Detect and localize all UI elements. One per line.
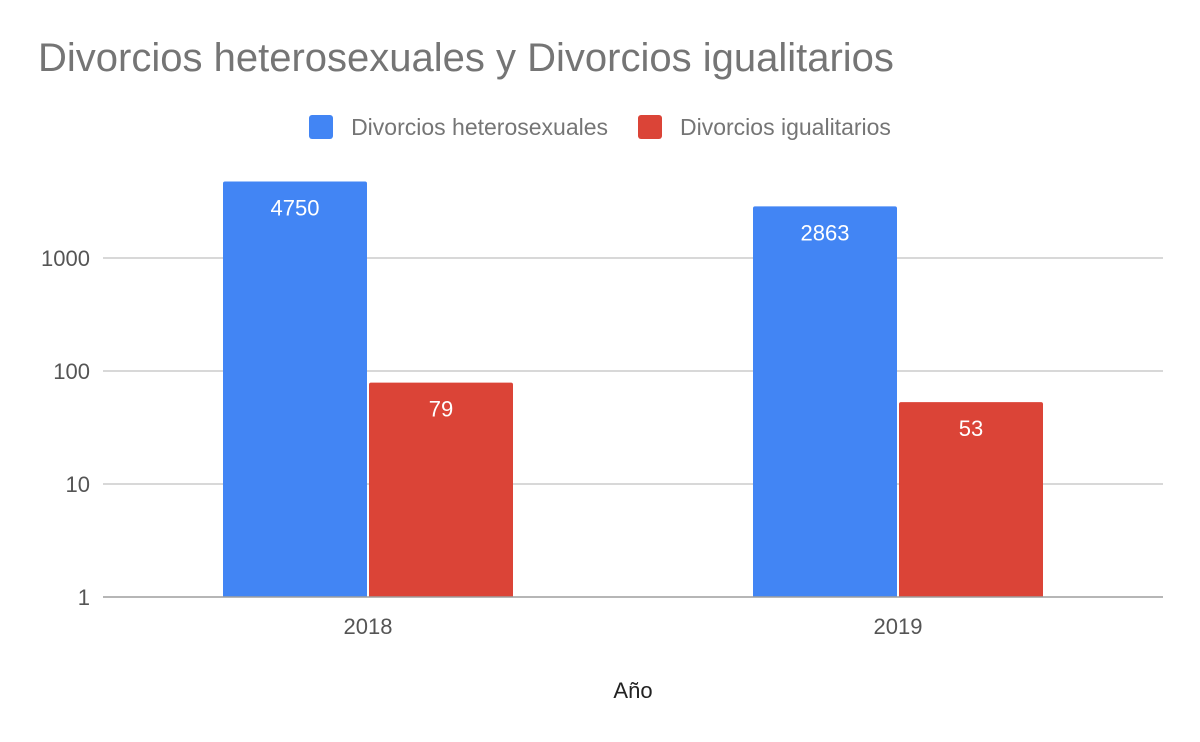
bars: 4750 79 2863 53: [223, 181, 1043, 597]
y-tick-label-10: 10: [66, 472, 90, 497]
chart-title: Divorcios heterosexuales y Divorcios igu…: [38, 36, 894, 80]
legend-item-igualitarios[interactable]: Divorcios igualitarios: [638, 114, 891, 141]
legend-swatch-igualitarios: [638, 115, 663, 139]
data-label-igualitarios-2019: 53: [959, 416, 983, 441]
y-tick-label-1000: 1000: [41, 246, 90, 271]
legend-item-heterosexuales[interactable]: Divorcios heterosexuales: [309, 114, 608, 141]
data-label-heterosexuales-2018: 4750: [271, 196, 320, 221]
y-tick-label-1: 1: [78, 585, 90, 610]
x-axis-title: Año: [613, 678, 652, 703]
legend: Divorcios heterosexuales Divorcios igual…: [0, 112, 1200, 142]
bar-igualitarios-2019[interactable]: [899, 402, 1043, 597]
legend-swatch-heterosexuales: [309, 115, 334, 139]
bar-heterosexuales-2018[interactable]: [223, 181, 367, 597]
x-tick-label-2018: 2018: [344, 614, 393, 639]
data-label-heterosexuales-2019: 2863: [801, 220, 850, 245]
bar-heterosexuales-2019[interactable]: [753, 206, 897, 597]
legend-label-heterosexuales: Divorcios heterosexuales: [351, 113, 609, 140]
bar-igualitarios-2018[interactable]: [369, 382, 513, 597]
legend-label-igualitarios: Divorcios igualitarios: [680, 113, 891, 140]
data-label-igualitarios-2018: 79: [429, 397, 453, 422]
y-tick-label-100: 100: [53, 359, 90, 384]
x-axis-ticks: 2018 2019: [344, 614, 923, 639]
y-axis-ticks: 1 10 100 1000: [41, 246, 90, 610]
x-tick-label-2019: 2019: [874, 614, 923, 639]
